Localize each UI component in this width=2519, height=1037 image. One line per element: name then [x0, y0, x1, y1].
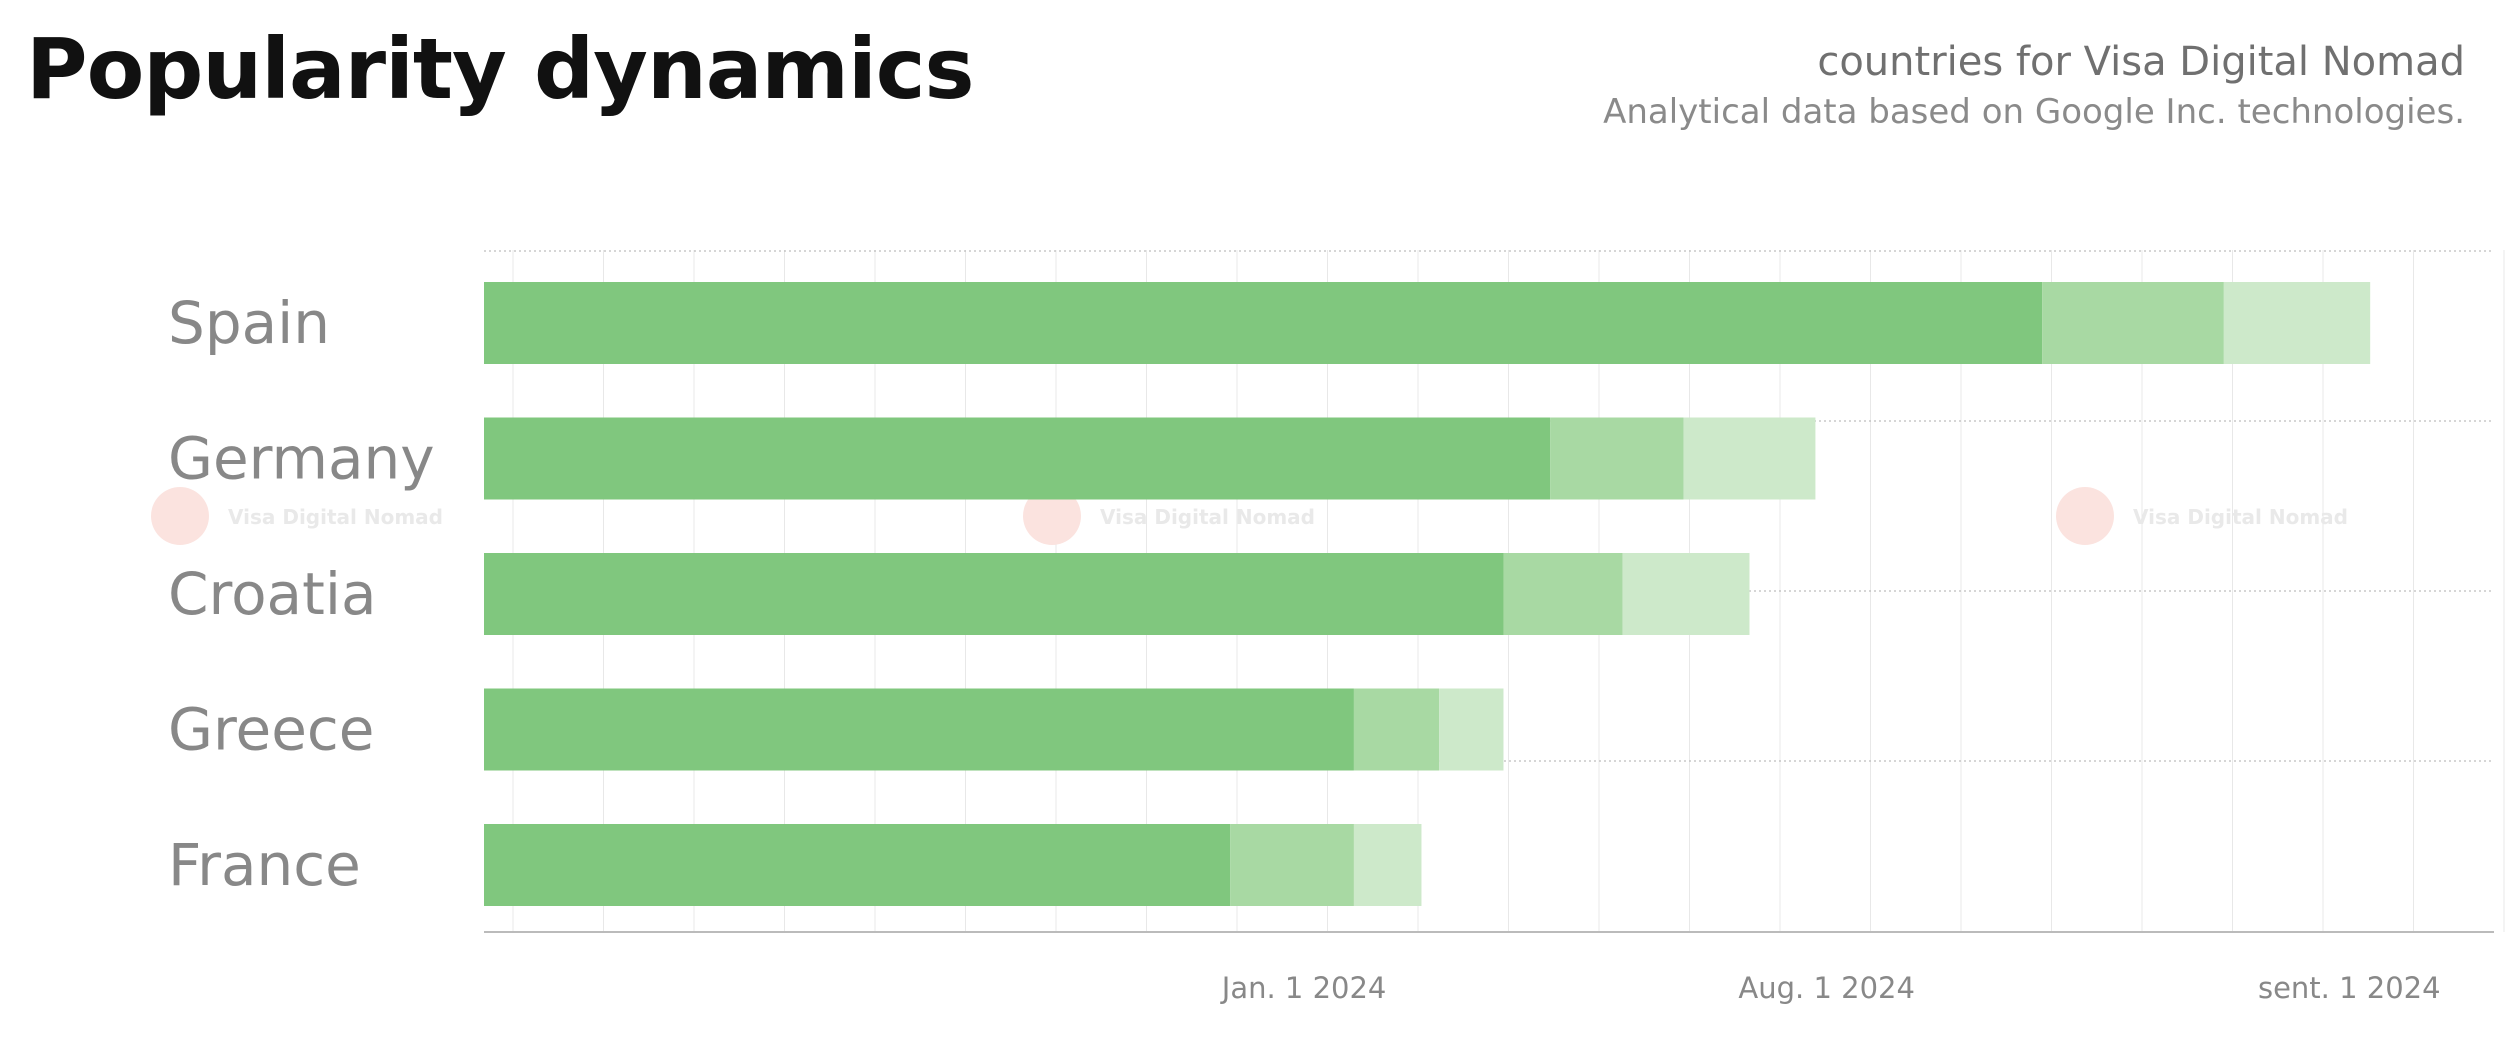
chart-title: Popularity dynamics — [26, 20, 975, 118]
category-label: Greece — [168, 696, 374, 764]
chart-subtitle: countries for Visa Digital Nomad — [1817, 39, 2465, 85]
watermark-text: Visa Digital Nomad — [228, 505, 443, 529]
x-tick-label: sent. 1 2024 — [2258, 971, 2441, 1005]
bar-segment — [484, 553, 1504, 635]
bar-segment — [1439, 688, 1504, 771]
bar-segment — [484, 282, 2043, 364]
chart-bars — [484, 282, 2371, 906]
source-note: Analytical data based on Google Inc. tec… — [1603, 92, 2465, 132]
subtitle-block: countries for Visa Digital Nomad Analyti… — [1603, 36, 2465, 136]
category-label: Germany — [168, 425, 435, 493]
logo-icon — [1023, 487, 1081, 545]
category-label: Spain — [168, 289, 330, 357]
bar-segment — [1503, 553, 1623, 635]
bar-segment — [1230, 824, 1354, 906]
logo-icon — [2056, 487, 2114, 545]
bar-segment — [2042, 282, 2224, 364]
bar-segment — [1622, 553, 1750, 635]
category-label: Croatia — [168, 560, 377, 628]
x-tick-label: Jan. 1 2024 — [1220, 971, 1387, 1005]
bar-segment — [1550, 417, 1684, 500]
bar-segment — [1353, 688, 1440, 771]
x-tick-label: Aug. 1 2024 — [1738, 971, 1915, 1005]
watermark-text: Visa Digital Nomad — [2133, 505, 2348, 529]
watermark-text: Visa Digital Nomad — [1100, 505, 1315, 529]
logo-icon — [151, 487, 209, 545]
category-labels: Spain Germany Croatia Greece France — [168, 289, 435, 899]
x-axis: Jan. 1 2024 Aug. 1 2024 sent. 1 2024 — [484, 931, 2494, 1005]
bar-segment — [1683, 417, 1816, 500]
category-label: France — [168, 831, 361, 899]
bar-segment — [484, 824, 1231, 906]
bar-segment — [2223, 282, 2371, 364]
bar-segment — [484, 688, 1354, 771]
bar-segment — [484, 417, 1551, 500]
watermarks: Visa Digital Nomad Visa Digital Nomad Visa… — [151, 487, 2348, 545]
bar-segment — [1353, 824, 1422, 906]
